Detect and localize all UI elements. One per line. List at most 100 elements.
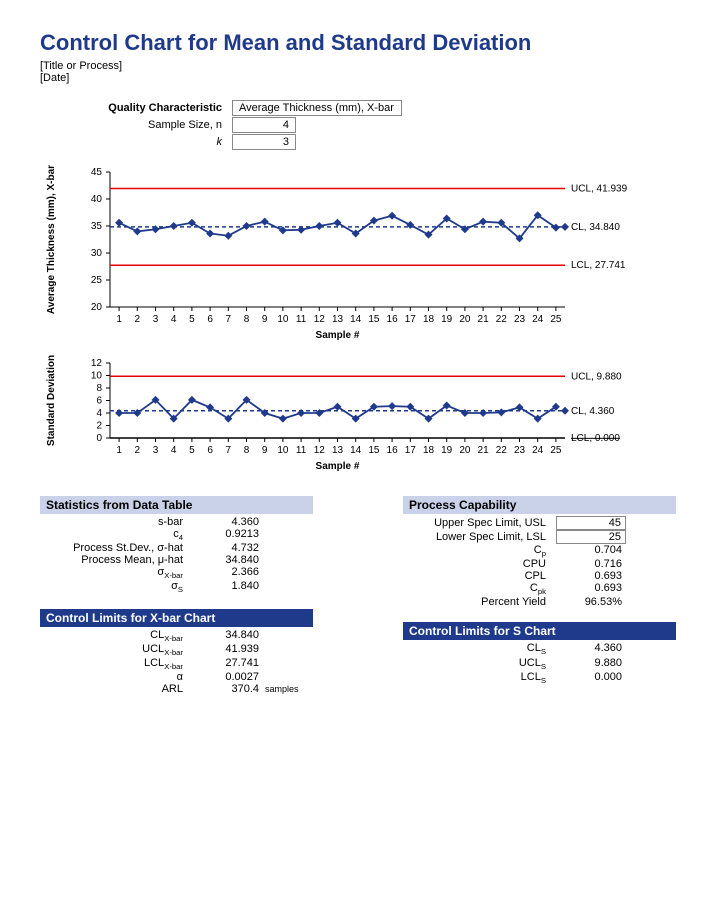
svg-text:11: 11 (296, 445, 307, 456)
svg-text:21: 21 (478, 445, 490, 456)
svg-text:12: 12 (314, 445, 326, 456)
svg-text:25: 25 (550, 445, 562, 456)
row-value: 34.840 (193, 629, 263, 641)
svg-text:6: 6 (96, 396, 102, 407)
row-key: Cp (403, 544, 556, 558)
svg-text:40: 40 (91, 194, 103, 205)
row-value[interactable]: 25 (556, 530, 626, 544)
table-row: CLS4.360 (403, 642, 676, 656)
svg-text:Standard Deviation: Standard Deviation (46, 355, 57, 446)
row-key: σX-bar (40, 566, 193, 580)
qc-input[interactable]: Average Thickness (mm), X-bar (232, 100, 402, 116)
n-input[interactable]: 4 (232, 117, 296, 133)
svg-text:18: 18 (423, 314, 435, 325)
row-value: 0.000 (556, 671, 626, 683)
row-key: Process St.Dev., σ-hat (40, 542, 193, 554)
svg-text:17: 17 (405, 445, 417, 456)
svg-text:4: 4 (171, 314, 177, 325)
xbar-chart: 2025303540451234567891011121314151617181… (40, 162, 676, 345)
s-limits-rows: CLS4.360UCLS9.880LCLS0.000 (403, 642, 676, 685)
svg-text:8: 8 (96, 383, 102, 394)
row-key: CLS (403, 642, 556, 656)
svg-text:20: 20 (459, 314, 471, 325)
capability-rows: Upper Spec Limit, USL45Lower Spec Limit,… (403, 516, 676, 608)
svg-text:7: 7 (226, 314, 232, 325)
svg-text:9: 9 (262, 445, 268, 456)
stats-rows: s-bar4.360c40.9213Process St.Dev., σ-hat… (40, 516, 313, 595)
page-title: Control Chart for Mean and Standard Devi… (40, 30, 676, 56)
svg-text:22: 22 (496, 314, 508, 325)
s-chart: 0246810121234567891011121314151617181920… (40, 353, 676, 476)
svg-text:25: 25 (550, 314, 562, 325)
svg-text:14: 14 (350, 314, 362, 325)
svg-text:UCL, 41.939: UCL, 41.939 (571, 184, 628, 195)
table-row: Percent Yield96.53% (403, 596, 676, 608)
svg-text:23: 23 (514, 445, 526, 456)
row-key: Upper Spec Limit, USL (403, 517, 556, 529)
svg-text:10: 10 (277, 314, 289, 325)
s-limits-heading: Control Limits for S Chart (403, 622, 676, 640)
svg-text:23: 23 (514, 314, 526, 325)
table-row: CLX-bar34.840 (40, 629, 313, 643)
svg-text:21: 21 (478, 314, 490, 325)
table-row: UCLX-bar41.939 (40, 643, 313, 657)
svg-text:10: 10 (91, 371, 103, 382)
svg-text:16: 16 (387, 445, 399, 456)
row-value: 0.693 (556, 570, 626, 582)
row-value: 96.53% (556, 596, 626, 608)
svg-text:UCL, 9.880: UCL, 9.880 (571, 371, 622, 382)
k-label: k (52, 136, 232, 148)
table-row: LCLS0.000 (403, 671, 676, 685)
table-row: Process St.Dev., σ-hat4.732 (40, 542, 313, 554)
svg-text:13: 13 (332, 314, 344, 325)
row-key: α (40, 671, 193, 683)
row-value: 2.366 (193, 566, 263, 578)
svg-text:25: 25 (91, 275, 103, 286)
xbar-limits-rows: CLX-bar34.840UCLX-bar41.939LCLX-bar27.74… (40, 629, 313, 696)
svg-text:14: 14 (350, 445, 362, 456)
row-value: 0.716 (556, 558, 626, 570)
row-key: LCLX-bar (40, 657, 193, 671)
table-row: σX-bar2.366 (40, 566, 313, 580)
n-label: Sample Size, n (52, 119, 232, 131)
row-value: 4.360 (193, 516, 263, 528)
row-value: 370.4 (193, 683, 263, 695)
subtitle-process: [Title or Process] (40, 60, 676, 72)
xbar-limits-heading: Control Limits for X-bar Chart (40, 609, 313, 627)
capability-heading: Process Capability (403, 496, 676, 514)
table-row: s-bar4.360 (40, 516, 313, 528)
table-row: UCLS9.880 (403, 657, 676, 671)
k-input[interactable]: 3 (232, 134, 296, 150)
svg-text:24: 24 (532, 445, 544, 456)
row-value: 1.840 (193, 580, 263, 592)
row-value: 9.880 (556, 657, 626, 669)
table-row: Upper Spec Limit, USL45 (403, 516, 676, 530)
svg-text:1: 1 (116, 314, 122, 325)
row-key: Process Mean, μ-hat (40, 554, 193, 566)
svg-text:35: 35 (91, 221, 103, 232)
row-value[interactable]: 45 (556, 516, 626, 530)
table-row: σS1.840 (40, 580, 313, 594)
svg-text:12: 12 (314, 314, 326, 325)
svg-text:CL, 34.840: CL, 34.840 (571, 222, 620, 233)
svg-text:19: 19 (441, 314, 453, 325)
svg-text:2: 2 (135, 314, 141, 325)
row-key: Lower Spec Limit, LSL (403, 531, 556, 543)
svg-text:0: 0 (96, 433, 102, 444)
table-row: α0.0027 (40, 671, 313, 683)
svg-text:LCL, 0.000: LCL, 0.000 (571, 433, 620, 444)
svg-text:9: 9 (262, 314, 268, 325)
row-key: CPU (403, 558, 556, 570)
svg-text:2: 2 (96, 421, 102, 432)
row-key: UCLS (403, 657, 556, 671)
svg-text:5: 5 (189, 314, 195, 325)
svg-text:2: 2 (135, 445, 141, 456)
svg-text:1: 1 (116, 445, 122, 456)
row-value: 34.840 (193, 554, 263, 566)
row-key: CLX-bar (40, 629, 193, 643)
svg-text:6: 6 (207, 314, 213, 325)
table-row: Process Mean, μ-hat34.840 (40, 554, 313, 566)
svg-text:7: 7 (226, 445, 232, 456)
table-row: ARL370.4samples (40, 683, 313, 695)
row-value: 0.9213 (193, 528, 263, 540)
